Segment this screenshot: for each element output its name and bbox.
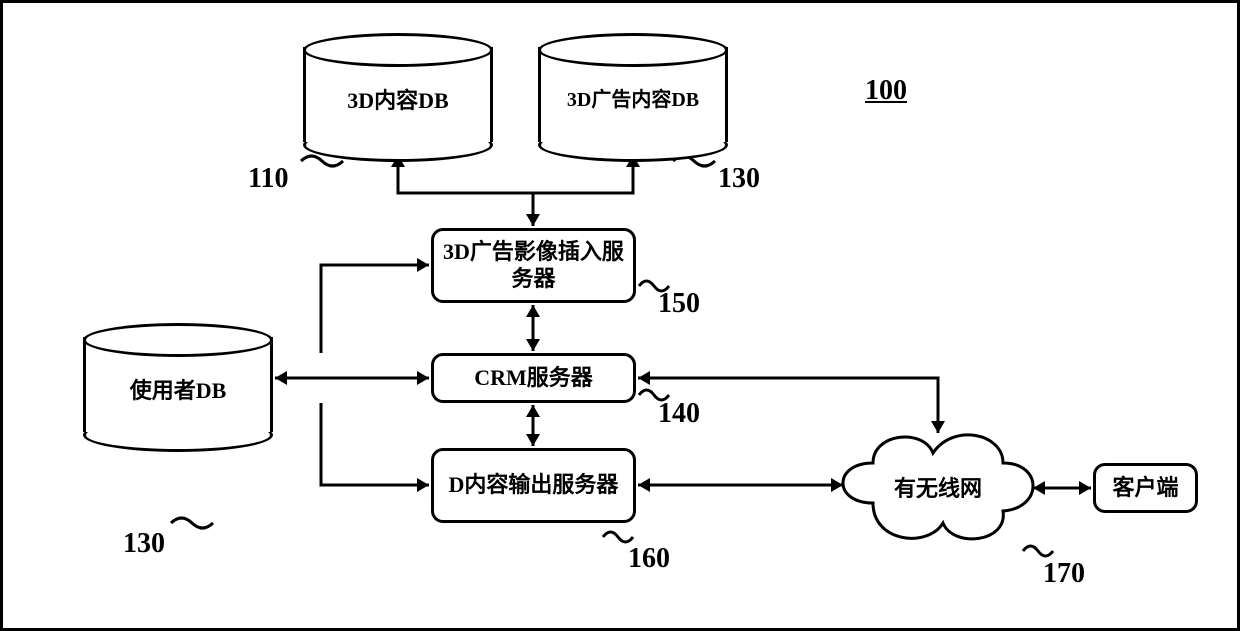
diagram-canvas: 100 3D内容DB 3D广告内容DB 使用者DB 3D广告影像插入服务器 CR… — [0, 0, 1240, 631]
db-user: 使用者DB — [83, 323, 273, 443]
ref-110: 110 — [248, 163, 288, 195]
db-3d-content: 3D内容DB — [303, 33, 493, 153]
db-3d-ad-content: 3D广告内容DB — [538, 33, 728, 153]
db-user-label: 使用者DB — [83, 373, 273, 405]
db-3d-content-label: 3D内容DB — [303, 83, 493, 115]
output-server-box: D内容输出服务器 — [431, 448, 636, 523]
db-3d-ad-content-label: 3D广告内容DB — [538, 83, 728, 112]
ref-140: 140 — [658, 398, 700, 430]
ref-170: 170 — [1043, 558, 1085, 590]
client-label: 客户端 — [1112, 475, 1178, 501]
ref-130-top: 130 — [718, 163, 760, 195]
crm-server-box: CRM服务器 — [431, 353, 636, 403]
client-box: 客户端 — [1093, 463, 1198, 513]
ref-160: 160 — [628, 543, 670, 575]
ref-130-left: 130 — [123, 528, 165, 560]
insert-server-label: 3D广告影像插入服务器 — [438, 239, 629, 292]
insert-server-box: 3D广告影像插入服务器 — [431, 228, 636, 303]
ref-150: 150 — [658, 288, 700, 320]
output-server-label: D内容输出服务器 — [449, 472, 619, 498]
network-label: 有无线网 — [843, 471, 1033, 503]
crm-server-label: CRM服务器 — [474, 365, 593, 391]
